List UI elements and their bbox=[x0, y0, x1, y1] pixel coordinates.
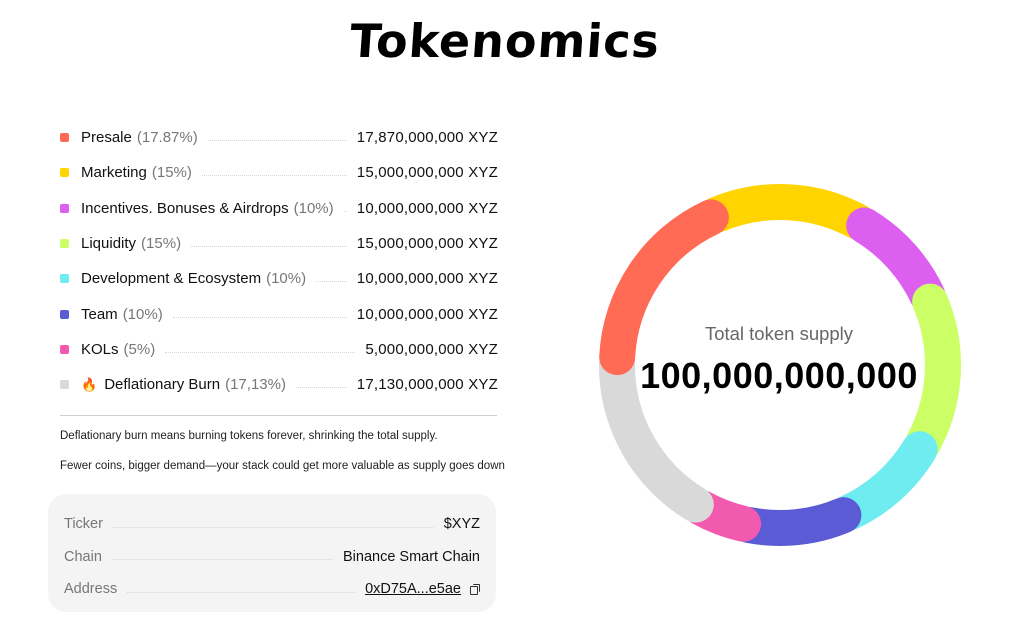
dotted-leader bbox=[207, 140, 347, 142]
allocation-percent: (17.87%) bbox=[136, 129, 198, 147]
donut-segment-presale bbox=[599, 199, 729, 376]
allocation-row-development: Development & Ecosystem (10%) 10,000,000… bbox=[60, 261, 498, 296]
address-row: Address 0xD75A...e5ae bbox=[64, 573, 480, 606]
color-swatch bbox=[60, 168, 69, 178]
dotted-leader bbox=[295, 387, 347, 389]
copy-icon[interactable] bbox=[470, 584, 480, 596]
color-swatch bbox=[60, 274, 69, 284]
allocation-name: Deflationary Burn bbox=[104, 376, 221, 394]
donut-segment-deflationary-burn bbox=[599, 345, 714, 523]
donut-segment-team bbox=[731, 497, 862, 546]
color-swatch bbox=[60, 309, 69, 319]
burn-explanation-text: Deflationary burn means burning tokens f… bbox=[60, 430, 438, 442]
color-swatch bbox=[60, 133, 69, 143]
allocation-percent: (10%) bbox=[266, 270, 307, 288]
dotted-leader bbox=[343, 210, 347, 212]
allocation-row-liquidity: Liquidity (15%) 15,000,000,000 XYZ bbox=[60, 226, 498, 261]
allocation-amount: 10,000,000,000 XYZ bbox=[356, 305, 498, 323]
allocation-amount: 17,870,000,000 XYZ bbox=[356, 129, 498, 147]
allocation-percent: (10%) bbox=[122, 305, 163, 323]
allocation-amount: 15,000,000,000 XYZ bbox=[356, 235, 498, 253]
allocation-row-burn: 🔥 Deflationary Burn (17,13%) 17,130,000,… bbox=[60, 367, 498, 402]
allocation-name: KOLs bbox=[81, 340, 119, 358]
chain-label: Chain bbox=[64, 548, 102, 565]
chain-value: Binance Smart Chain bbox=[342, 548, 480, 565]
allocation-name: Presale bbox=[81, 129, 132, 147]
dotted-leader bbox=[112, 526, 434, 528]
address-label: Address bbox=[64, 581, 118, 598]
allocation-row-kols: KOLs (5%) 5,000,000,000 XYZ bbox=[60, 332, 498, 367]
donut-segment-marketing bbox=[698, 184, 877, 241]
color-swatch bbox=[60, 239, 69, 249]
allocation-row-team: Team (10%) 10,000,000,000 XYZ bbox=[60, 296, 498, 331]
dotted-leader bbox=[201, 175, 347, 177]
allocation-amount: 17,130,000,000 XYZ bbox=[356, 376, 498, 394]
allocation-name: Liquidity bbox=[81, 235, 137, 253]
allocation-name: Marketing bbox=[81, 164, 147, 182]
allocation-percent: (17,13%) bbox=[225, 376, 286, 394]
dotted-leader bbox=[165, 351, 356, 353]
ticker-value: $XYZ bbox=[443, 516, 480, 533]
dotted-leader bbox=[127, 591, 356, 593]
total-supply-label: Total token supply bbox=[704, 323, 854, 344]
fire-icon: 🔥 bbox=[81, 376, 98, 392]
allocation-amount: 10,000,000,000 XYZ bbox=[356, 199, 498, 217]
allocation-percent: (15%) bbox=[141, 235, 182, 253]
ticker-label: Ticker bbox=[64, 516, 103, 533]
color-swatch bbox=[60, 344, 69, 354]
allocation-percent: (15%) bbox=[151, 164, 192, 182]
donut-svg bbox=[599, 184, 961, 546]
donut-segment-incentives-bonuses-airdrops bbox=[846, 207, 946, 314]
token-info-card: Ticker $XYZ Chain Binance Smart Chain Ad… bbox=[48, 494, 496, 612]
color-swatch bbox=[60, 380, 69, 390]
color-swatch bbox=[60, 203, 69, 213]
allocation-name: Team bbox=[81, 305, 118, 323]
chain-row: Chain Binance Smart Chain bbox=[64, 541, 480, 574]
allocation-row-presale: Presale (17.87%) 17,870,000,000 XYZ bbox=[60, 120, 498, 155]
allocation-row-marketing: Marketing (15%) 15,000,000,000 XYZ bbox=[60, 155, 498, 190]
allocation-amount: 10,000,000,000 XYZ bbox=[356, 270, 498, 288]
total-supply-value: 100,000,000,000 bbox=[640, 355, 918, 396]
dotted-leader bbox=[191, 246, 347, 248]
allocation-percent: (10%) bbox=[293, 199, 334, 217]
dotted-leader bbox=[111, 559, 333, 561]
supply-note-text: Fewer coins, bigger demand—your stack co… bbox=[60, 460, 505, 472]
allocation-name: Development & Ecosystem bbox=[81, 270, 262, 288]
section-divider bbox=[60, 415, 497, 416]
allocation-amount: 15,000,000,000 XYZ bbox=[356, 164, 498, 182]
allocation-row-incentives: Incentives. Bonuses & Airdrops (10%) 10,… bbox=[60, 191, 498, 226]
contract-address-link[interactable]: 0xD75A...e5ae bbox=[365, 581, 461, 598]
ticker-row: Ticker $XYZ bbox=[64, 508, 480, 541]
allocation-percent: (5%) bbox=[123, 340, 156, 358]
allocation-amount: 5,000,000,000 XYZ bbox=[365, 340, 498, 358]
allocation-list: Presale (17.87%) 17,870,000,000 XYZ Mark… bbox=[60, 120, 498, 402]
donut-segment-development-ecosystem bbox=[831, 431, 938, 531]
allocation-name: Incentives. Bonuses & Airdrops bbox=[81, 199, 289, 217]
page-title: Tokenomics bbox=[348, 14, 662, 68]
dotted-leader bbox=[316, 281, 347, 283]
donut-segment-liquidity bbox=[904, 283, 961, 462]
dotted-leader bbox=[172, 316, 347, 318]
allocation-donut-chart bbox=[590, 175, 970, 555]
